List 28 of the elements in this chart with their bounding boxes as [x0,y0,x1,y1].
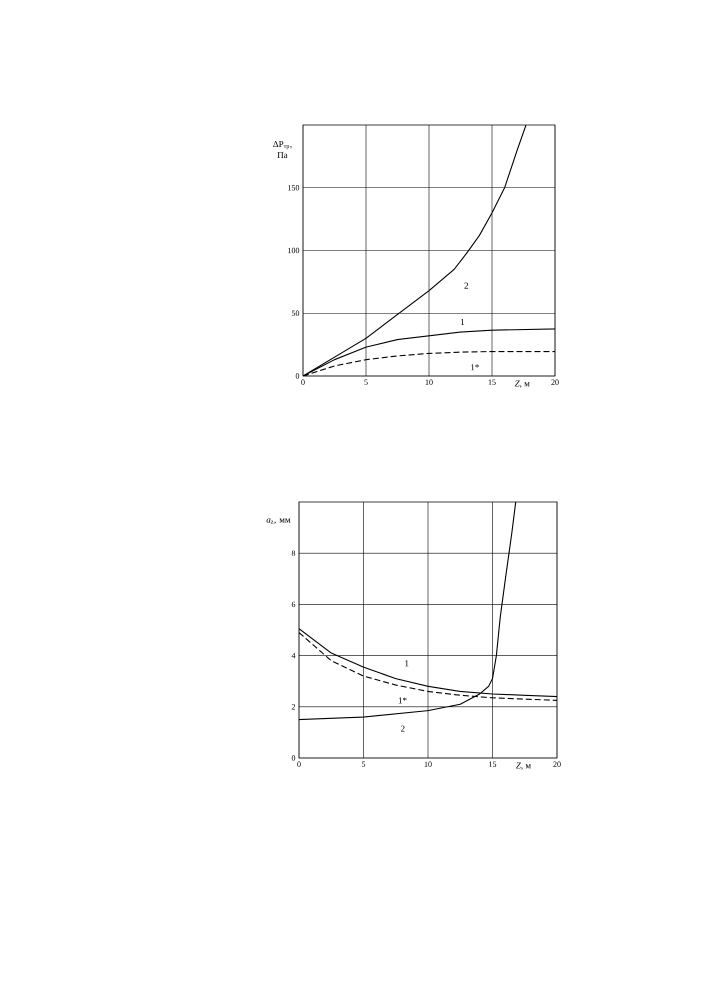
y-axis-title: ΔP$_{тр}$, Па [273,141,292,158]
x-tick-label: 10 [426,380,433,385]
x-tick-label: 15 [488,380,496,385]
x-tick-label: 20 [553,762,561,767]
x-tick-label: 5 [362,762,366,767]
x-tick-label: 5 [364,380,368,385]
y-tick-label: 100 [288,248,300,254]
y-tick-label: 6 [292,602,296,608]
annotation: 1* [471,364,479,370]
x-axis-title: Z, м [514,380,530,388]
x-tick-label: 10 [424,762,432,767]
y-tick-label: 50 [292,310,300,316]
y-tick-label: 150 [288,185,300,190]
y-tick-label: 2 [292,704,296,710]
annotation: 1 [461,319,464,325]
y-tick-label: 4 [292,652,296,658]
x-tick-label: 20 [551,380,559,385]
x-tick-label: 15 [489,762,496,767]
annotation: 1* [398,697,407,704]
annotation: 2 [400,726,405,732]
x-axis-title: Z, м [516,762,531,770]
y-tick-label: 0 [296,373,300,379]
annotation: 2 [464,282,468,289]
y-tick-label: 0 [292,755,296,761]
annotation: 1 [405,660,408,666]
y-axis-title: a$_{z}$, мм [266,518,290,524]
x-tick-label: 0 [301,380,305,385]
y-tick-label: 8 [292,550,296,556]
